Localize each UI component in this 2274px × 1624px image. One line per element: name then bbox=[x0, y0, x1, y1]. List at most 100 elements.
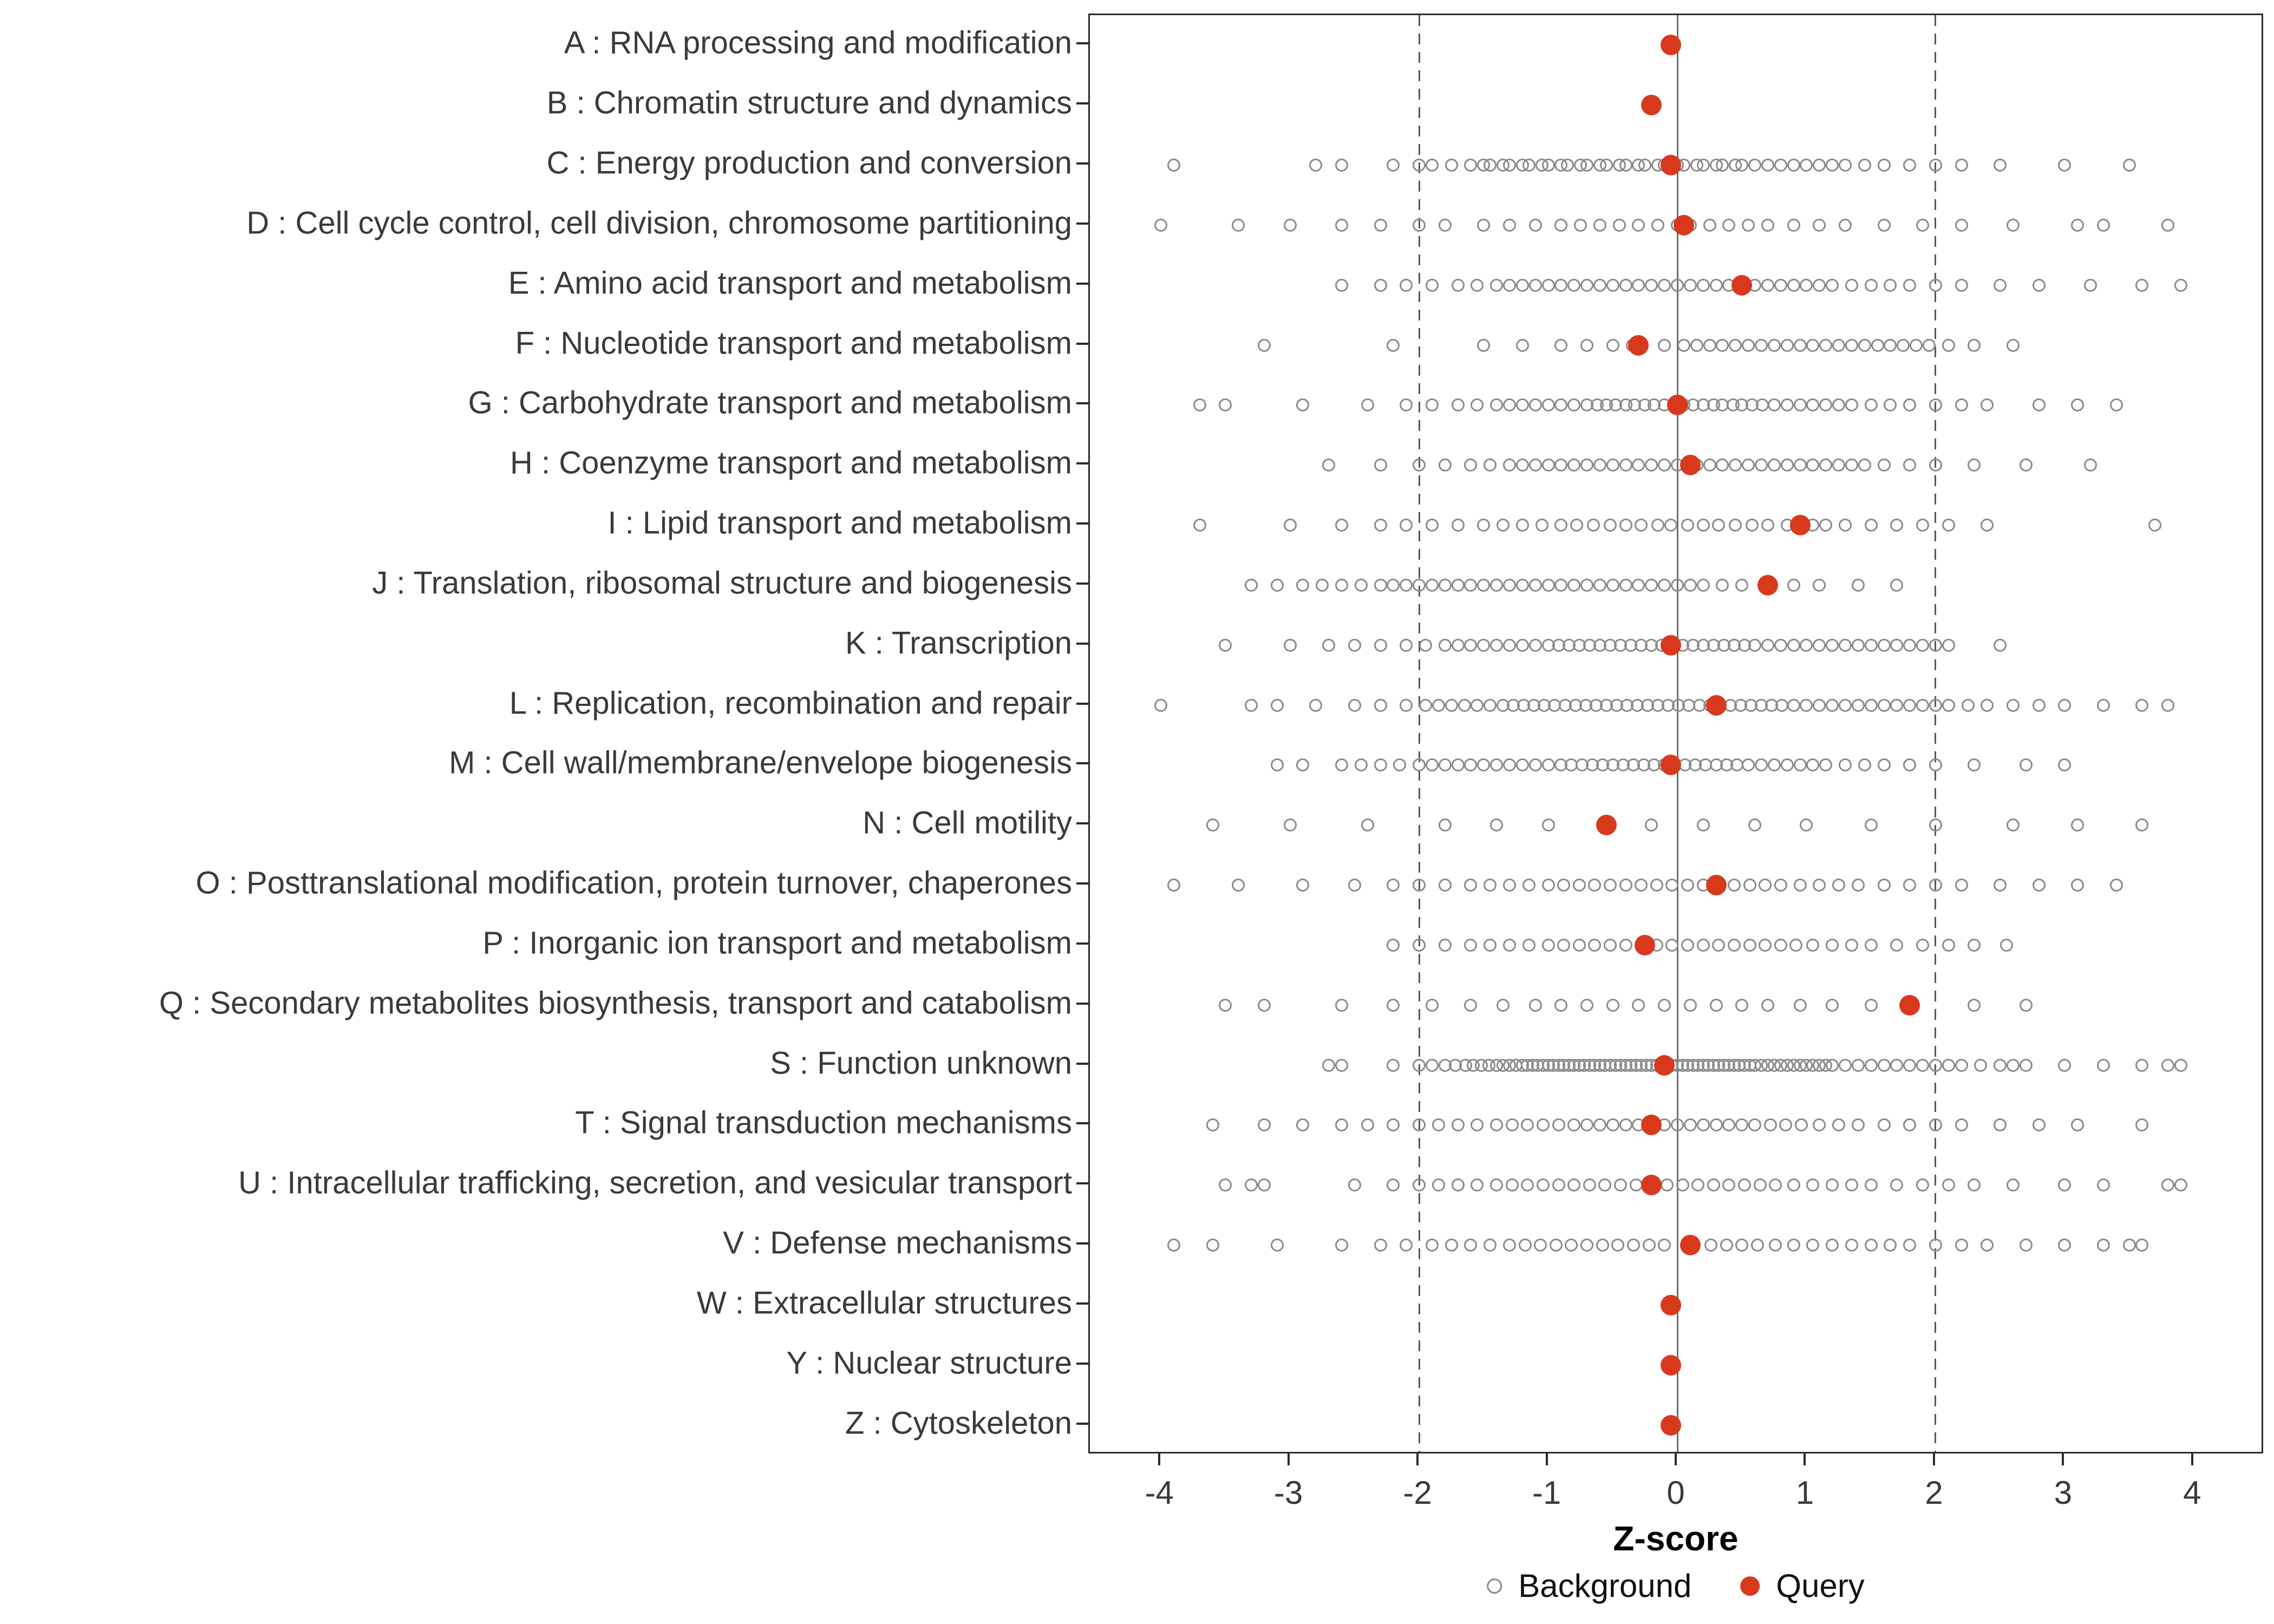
background-point bbox=[1683, 998, 1697, 1012]
background-point bbox=[1748, 1118, 1762, 1132]
x-axis-tick bbox=[2191, 1453, 2193, 1465]
background-point bbox=[1270, 758, 1284, 772]
background-point bbox=[1877, 218, 1891, 232]
background-point bbox=[1567, 578, 1581, 592]
background-point bbox=[1968, 338, 1981, 352]
background-point bbox=[1522, 159, 1535, 172]
background-point bbox=[1774, 159, 1787, 172]
background-point bbox=[2071, 398, 2084, 412]
background-point bbox=[1335, 1239, 1348, 1252]
background-point bbox=[1903, 459, 1917, 472]
background-point bbox=[1903, 879, 1917, 892]
background-point bbox=[1929, 879, 1942, 892]
background-point bbox=[1599, 159, 1613, 172]
background-point bbox=[1819, 519, 1833, 532]
background-point bbox=[1780, 758, 1794, 772]
x-axis-tick bbox=[2062, 1453, 2064, 1465]
background-point bbox=[1257, 998, 1271, 1012]
x-axis-tick bbox=[1416, 1453, 1419, 1465]
background-point bbox=[1387, 998, 1400, 1012]
background-point bbox=[1826, 159, 1839, 172]
background-point bbox=[1413, 459, 1426, 472]
y-axis-tick bbox=[1076, 762, 1088, 765]
legend-item-background: Background bbox=[1487, 1567, 1691, 1605]
category-label: D : Cell cycle control, cell division, c… bbox=[246, 205, 1072, 241]
background-point bbox=[1471, 398, 1484, 412]
query-point bbox=[1628, 335, 1649, 356]
background-point bbox=[1813, 578, 1826, 592]
background-point bbox=[2148, 519, 2162, 532]
query-point bbox=[1641, 1115, 1662, 1136]
background-point bbox=[1335, 159, 1348, 172]
query-point bbox=[1706, 695, 1727, 716]
x-tick-label: 2 bbox=[1925, 1475, 1943, 1511]
background-point bbox=[1890, 519, 1904, 532]
background-point bbox=[1806, 459, 1820, 472]
background-point bbox=[1890, 1178, 1904, 1192]
category-label: E : Amino acid transport and metabolism bbox=[508, 265, 1072, 301]
y-axis-tick bbox=[1076, 342, 1088, 345]
background-point bbox=[1580, 998, 1594, 1012]
background-point bbox=[1826, 698, 1839, 712]
query-point bbox=[1661, 634, 1682, 656]
background-point bbox=[1755, 338, 1768, 352]
background-point bbox=[1484, 1239, 1497, 1252]
background-point bbox=[1438, 818, 1452, 832]
background-point bbox=[1206, 1239, 1219, 1252]
background-point bbox=[1742, 459, 1755, 472]
background-point bbox=[2032, 879, 2046, 892]
background-point bbox=[1864, 938, 1878, 952]
background-point bbox=[1245, 1178, 1258, 1192]
x-axis-title: Z-score bbox=[1613, 1519, 1739, 1558]
background-point bbox=[1942, 938, 1955, 952]
background-point bbox=[1541, 159, 1555, 172]
background-point bbox=[1432, 698, 1445, 712]
background-point bbox=[1505, 1118, 1519, 1132]
background-point bbox=[1619, 519, 1632, 532]
background-point bbox=[1387, 1058, 1400, 1072]
background-point bbox=[1793, 758, 1807, 772]
background-point bbox=[1232, 879, 1245, 892]
background-point bbox=[1451, 398, 1465, 412]
background-point bbox=[1864, 519, 1878, 532]
background-point bbox=[1826, 1239, 1839, 1252]
y-axis-tick bbox=[1076, 522, 1088, 525]
background-point bbox=[1877, 698, 1891, 712]
background-point bbox=[1761, 998, 1774, 1012]
y-axis-tick bbox=[1076, 102, 1088, 105]
background-point bbox=[1916, 519, 1930, 532]
background-point bbox=[1746, 519, 1759, 532]
background-point bbox=[1471, 1118, 1484, 1132]
background-point bbox=[1393, 758, 1407, 772]
category-label: L : Replication, recombination and repai… bbox=[509, 685, 1072, 721]
background-point bbox=[1884, 338, 1897, 352]
background-point bbox=[1650, 879, 1663, 892]
x-tick-label: 0 bbox=[1667, 1475, 1685, 1511]
query-point bbox=[1661, 155, 1682, 176]
background-point bbox=[1419, 698, 1432, 712]
background-point bbox=[1270, 1239, 1284, 1252]
background-point bbox=[1779, 1118, 1793, 1132]
background-point bbox=[1464, 578, 1478, 592]
background-point bbox=[1570, 519, 1583, 532]
y-axis-tick bbox=[1076, 582, 1088, 585]
background-point bbox=[1606, 998, 1619, 1012]
background-point bbox=[1270, 578, 1284, 592]
background-point bbox=[1167, 1239, 1180, 1252]
background-point bbox=[1335, 578, 1348, 592]
background-point bbox=[1528, 218, 1542, 232]
background-point bbox=[1413, 758, 1426, 772]
background-point bbox=[1471, 278, 1484, 292]
background-point bbox=[1490, 1118, 1504, 1132]
background-point bbox=[1400, 578, 1413, 592]
background-point bbox=[1806, 1239, 1820, 1252]
background-point bbox=[1606, 459, 1619, 472]
background-point bbox=[1671, 578, 1684, 592]
background-point bbox=[1219, 998, 1232, 1012]
legend-item-query: Query bbox=[1740, 1567, 1865, 1605]
background-point bbox=[1981, 519, 1994, 532]
background-point bbox=[1929, 638, 1942, 652]
background-point bbox=[1309, 698, 1323, 712]
background-point bbox=[1425, 578, 1439, 592]
background-point bbox=[1515, 459, 1529, 472]
